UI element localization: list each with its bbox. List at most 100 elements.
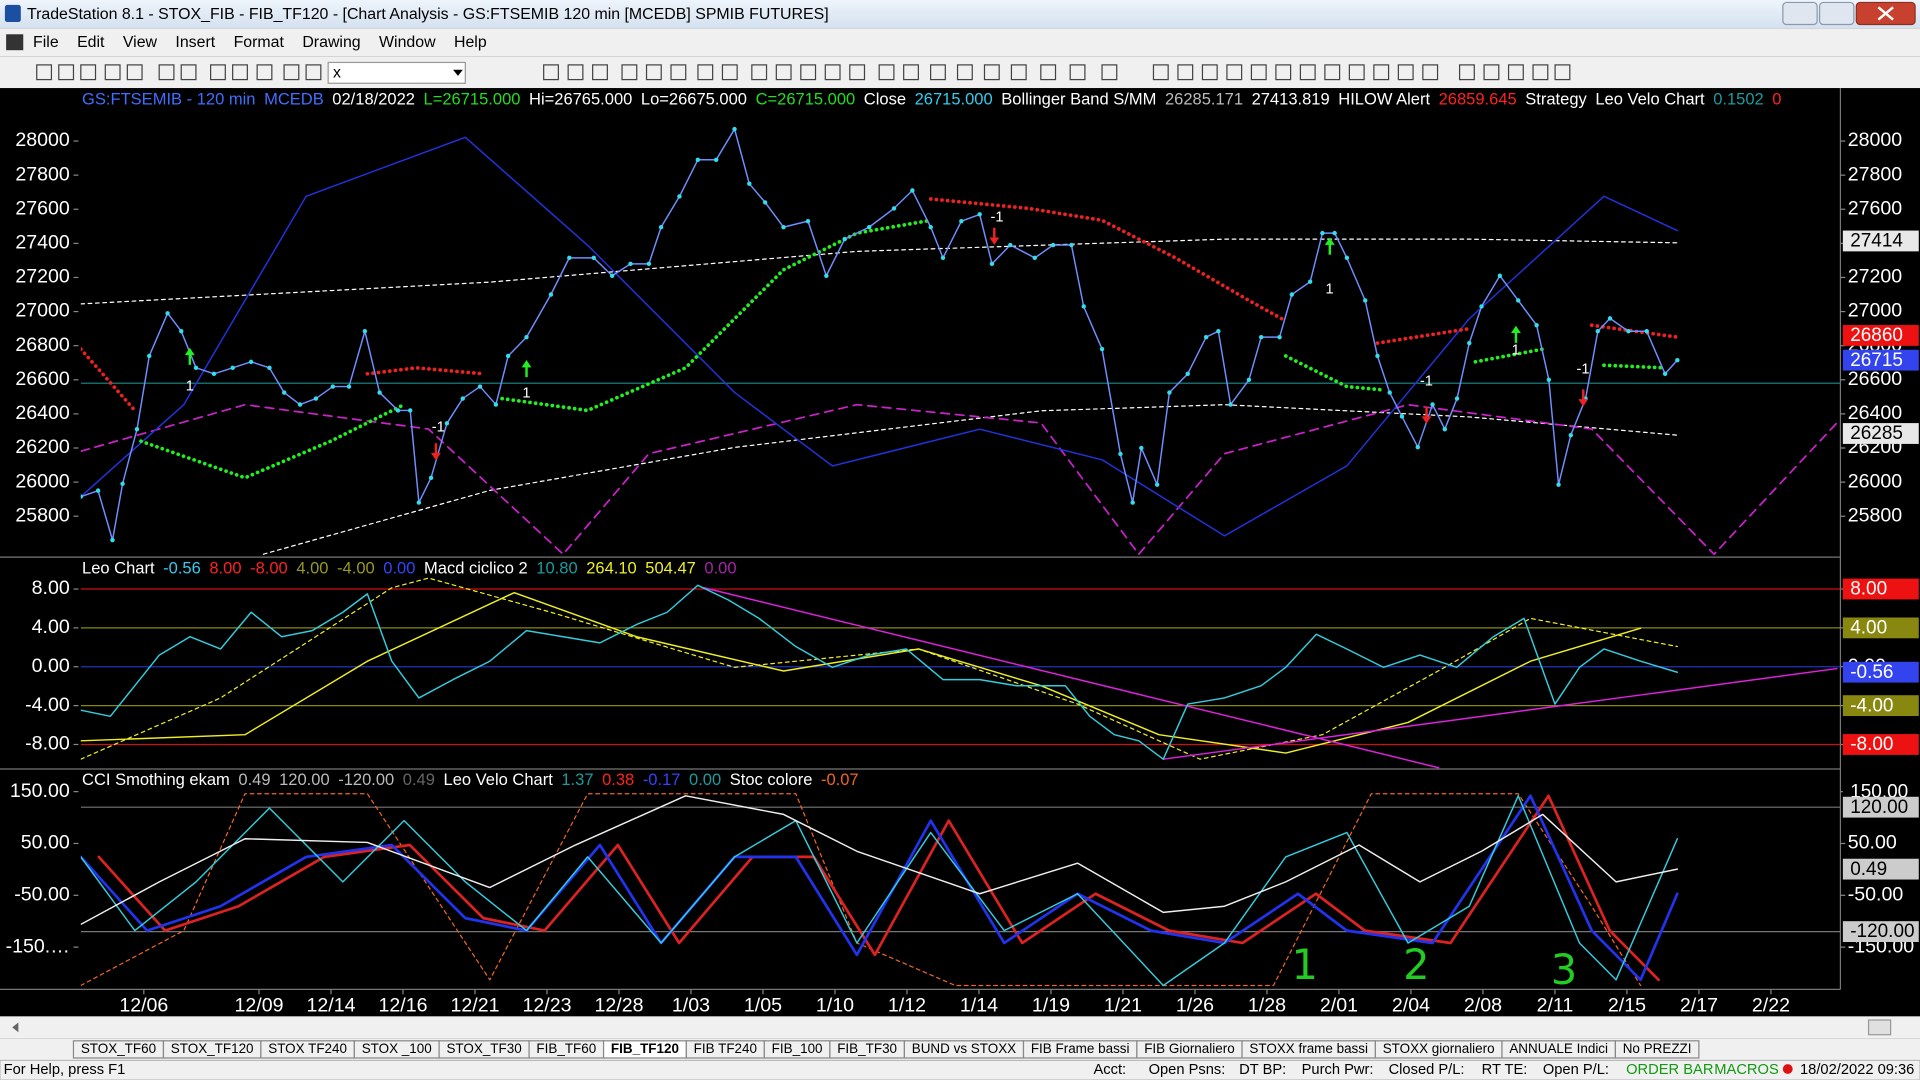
tool-icon[interactable] [80,64,97,81]
tool-icon[interactable] [1483,64,1500,81]
tool-icon[interactable] [1250,64,1267,81]
tool-icon[interactable] [1397,64,1414,81]
tab-label[interactable]: No PREZZI [1623,1041,1692,1056]
tab-label[interactable]: BUND vs STOXX [912,1041,1016,1056]
tab-label[interactable]: FIB_TF30 [837,1041,897,1056]
x-tick-label: 12/06 [119,995,168,1017]
tool-icon[interactable] [1299,64,1316,81]
tool-icon[interactable] [621,64,638,81]
close-point [346,384,352,389]
tool-icon[interactable] [305,64,322,81]
menu-item[interactable]: Format [234,34,285,51]
header-item: 26715.000 [915,90,993,109]
header-item: MCEDB [264,90,324,109]
axis-value-label: -120.00 [1850,921,1914,942]
menu-item[interactable]: View [123,34,158,51]
tool-icon[interactable] [126,64,143,81]
tool-icon[interactable] [543,64,559,81]
panel: 150.0050.00-50.00-150.…150.0050.00-50.00… [6,771,1919,1017]
menu-item[interactable]: Edit [77,34,105,51]
tool-icon[interactable] [592,64,608,81]
menu-item[interactable]: File [33,34,59,51]
minimize-button[interactable] [1782,1,1818,26]
tool-icon[interactable] [1152,64,1169,81]
tool-icon[interactable] [1226,64,1243,81]
tab-label[interactable]: STOX_TF120 [171,1041,254,1056]
panel: 28000 27800 27600 27400 27200 27000 26800 26600… [15,90,1919,556]
axis-value-label: -4.00 [1850,695,1893,716]
tab-label[interactable]: FIB TF240 [694,1041,757,1056]
tool-icon[interactable] [1010,64,1027,81]
tab-label[interactable]: FIB_TF120 [611,1041,679,1056]
tool-icon[interactable] [1201,64,1218,81]
tool-icon[interactable] [1069,64,1086,81]
tab-label[interactable]: FIB_100 [772,1041,823,1056]
tool-icon[interactable] [232,64,248,81]
tool-icon[interactable] [1554,64,1571,81]
header-item: 27413.819 [1252,90,1330,109]
tab-label[interactable]: STOXX frame bassi [1249,1041,1368,1056]
status-order-bar[interactable]: ORDER BAR [1626,1062,1713,1078]
tool-icon[interactable] [983,64,1000,81]
tool-icon[interactable] [104,64,121,81]
tool-icon[interactable] [1348,64,1365,81]
h-scrollbar[interactable] [0,1016,1920,1039]
x-tick-label: 1/12 [888,995,926,1017]
tool-icon[interactable] [256,64,273,81]
tool-icon[interactable] [158,64,175,81]
menu-item[interactable]: Drawing [302,34,360,51]
close-point [248,359,254,365]
close-point [395,408,401,413]
tool-icon[interactable] [930,64,946,81]
tool-icon[interactable] [1177,64,1194,81]
tab-label[interactable]: FIB Frame bassi [1031,1041,1130,1056]
tool-icon[interactable] [1324,64,1341,81]
tool-icon[interactable] [800,64,817,81]
tool-icon[interactable] [1101,64,1118,81]
menu-item[interactable]: Help [454,34,487,51]
maximize-button[interactable] [1818,1,1855,26]
tool-icon[interactable] [567,64,584,81]
tab-label[interactable]: STOX_TF30 [446,1041,521,1056]
tool-icon[interactable] [283,64,300,81]
tool-icon[interactable] [1422,64,1439,81]
tab-label[interactable]: FIB Giornaliero [1144,1041,1234,1056]
tool-icon[interactable] [697,64,714,81]
tool-icon[interactable] [1458,64,1475,81]
tool-icon[interactable] [824,64,841,81]
tool-icon[interactable] [1507,64,1524,81]
tab-label[interactable]: STOXX giornaliero [1383,1041,1495,1056]
tool-icon[interactable] [58,64,75,81]
tool-icon[interactable] [670,64,687,81]
tool-icon[interactable] [721,64,738,81]
tool-icon[interactable] [1275,64,1292,81]
tool-icon[interactable] [210,64,226,81]
tool-icon[interactable] [36,64,53,81]
tool-icon[interactable] [751,64,768,81]
tab[interactable] [1614,1040,1700,1059]
tool-icon[interactable] [775,64,792,81]
tab-label[interactable]: ANNUALE Indici [1509,1041,1608,1056]
tab-label[interactable]: STOX_TF60 [81,1041,156,1056]
close-point [567,255,572,261]
tool-icon[interactable] [1532,64,1549,81]
series-line [80,136,1679,537]
scroll-left[interactable] [12,1022,19,1033]
tab-label[interactable]: FIB_TF60 [536,1041,596,1056]
tool-icon[interactable] [1040,64,1057,81]
tool-icon[interactable] [849,64,866,81]
status-macros[interactable]: MACROS [1714,1062,1779,1078]
scroll-thumb[interactable] [1867,1019,1892,1036]
menu-item[interactable]: Window [379,34,436,51]
tab-label[interactable]: STOX TF240 [268,1041,347,1056]
tool-icon[interactable] [180,64,197,81]
symbol-combo[interactable] [327,61,466,84]
tab-label[interactable]: STOX _100 [362,1041,432,1056]
tool-icon[interactable] [878,64,895,81]
tool-icon[interactable] [956,64,973,81]
tool-icon[interactable] [903,64,919,81]
tool-icon[interactable] [1373,64,1390,81]
menu-item[interactable]: Insert [175,34,215,51]
x-tick-label: 2/11 [1537,995,1574,1017]
tool-icon[interactable] [645,64,662,81]
